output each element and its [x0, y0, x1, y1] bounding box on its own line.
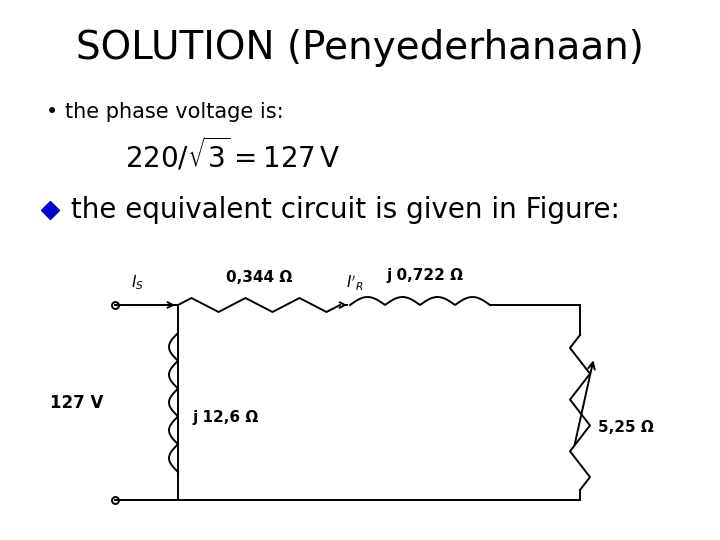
Text: 127 V: 127 V [50, 394, 103, 411]
Text: j 12,6 Ω: j 12,6 Ω [192, 410, 258, 425]
Text: j 0,722 Ω: j 0,722 Ω [387, 268, 464, 283]
Text: the equivalent circuit is given in Figure:: the equivalent circuit is given in Figur… [62, 196, 620, 224]
Text: •: • [46, 102, 58, 122]
Text: $I'_R$: $I'_R$ [346, 274, 364, 293]
Text: the phase voltage is:: the phase voltage is: [65, 102, 284, 122]
Text: $I_S$: $I_S$ [130, 273, 143, 292]
Text: 5,25 Ω: 5,25 Ω [598, 420, 654, 435]
Text: 0,344 Ω: 0,344 Ω [226, 270, 292, 285]
Text: SOLUTION (Penyederhanaan): SOLUTION (Penyederhanaan) [76, 29, 644, 67]
Text: $220/\sqrt{3} = 127\,\mathrm{V}$: $220/\sqrt{3} = 127\,\mathrm{V}$ [125, 136, 341, 174]
